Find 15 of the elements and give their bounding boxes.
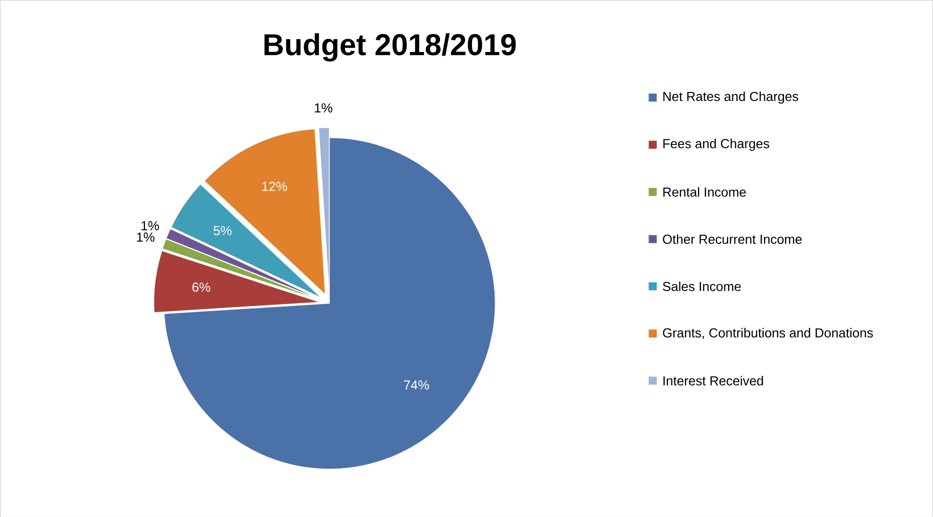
data-label: 1% (314, 103, 332, 112)
chart-title: Budget 2018/2019 (264, 33, 516, 62)
data-label: 6% (192, 282, 210, 292)
legend-label: Other Recurrent Income (662, 234, 802, 244)
legend-label: Sales Income (662, 281, 741, 291)
data-label: 1% (142, 220, 159, 230)
legend-label: Fees and Charges (663, 138, 770, 151)
data-label: 1% (137, 232, 154, 242)
data-label: 5% (214, 226, 232, 236)
data-label: 12% (262, 182, 288, 191)
legend-label: Interest Received (664, 376, 763, 386)
legend-label: Rental Income (663, 186, 746, 197)
data-label: 74% (404, 380, 430, 390)
legend-label: Grants, Contributions and Donations (662, 328, 873, 339)
legend-label: Net Rates and Charges (663, 91, 798, 104)
